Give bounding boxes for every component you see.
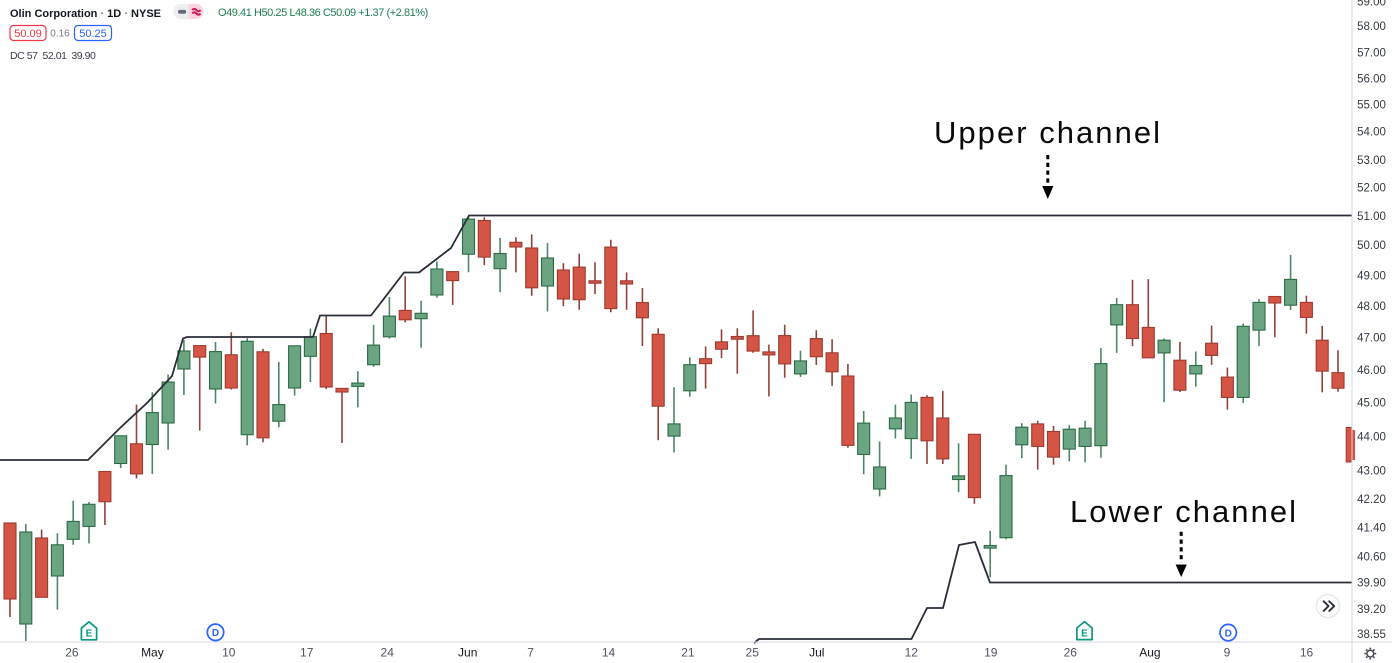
svg-text:51.00: 51.00: [1357, 211, 1386, 223]
svg-text:45.00: 45.00: [1357, 398, 1386, 410]
svg-text:Olin Corporation · 1D · NYSE: Olin Corporation · 1D · NYSE: [10, 8, 161, 20]
svg-text:44.00: 44.00: [1357, 431, 1386, 443]
svg-text:DC 57 52.01 39.90: DC 57 52.01 39.90: [10, 50, 96, 62]
svg-text:17: 17: [300, 646, 314, 660]
svg-text:41.40: 41.40: [1357, 522, 1386, 534]
svg-text:25: 25: [746, 646, 760, 660]
svg-text:59.00: 59.00: [1357, 0, 1386, 9]
svg-text:58.00: 58.00: [1357, 21, 1386, 33]
svg-text:52.00: 52.00: [1357, 183, 1386, 195]
svg-text:D: D: [1225, 628, 1232, 639]
svg-text:46.00: 46.00: [1357, 365, 1386, 377]
svg-text:Upper channel: Upper channel: [934, 115, 1160, 150]
svg-text:O49.41 H50.25 L48.36 C50.09 +1: O49.41 H50.25 L48.36 C50.09 +1.37 (+2.81…: [218, 7, 428, 19]
svg-text:48.00: 48.00: [1357, 301, 1386, 313]
svg-text:E: E: [86, 629, 93, 640]
svg-text:55.00: 55.00: [1357, 100, 1386, 112]
svg-text:50.25: 50.25: [79, 28, 107, 40]
svg-text:47.00: 47.00: [1357, 333, 1386, 345]
svg-text:49.00: 49.00: [1357, 270, 1386, 282]
svg-text:7: 7: [527, 646, 534, 660]
svg-text:Jun: Jun: [458, 646, 477, 660]
svg-text:24: 24: [381, 646, 395, 660]
svg-text:21: 21: [681, 646, 695, 660]
svg-text:E: E: [1081, 628, 1088, 639]
svg-text:42.20: 42.20: [1357, 494, 1386, 506]
svg-text:May: May: [141, 646, 164, 660]
svg-text:53.00: 53.00: [1357, 155, 1386, 167]
svg-text:38.55: 38.55: [1357, 629, 1386, 641]
svg-text:16: 16: [1300, 646, 1314, 660]
svg-text:39.20: 39.20: [1357, 604, 1386, 616]
svg-text:10: 10: [222, 646, 236, 660]
svg-text:Lower channel: Lower channel: [1070, 494, 1296, 529]
svg-text:9: 9: [1224, 646, 1231, 660]
svg-text:43.00: 43.00: [1357, 466, 1386, 478]
svg-text:D: D: [212, 628, 219, 639]
svg-text:40.60: 40.60: [1357, 552, 1386, 564]
svg-text:19: 19: [984, 646, 998, 660]
svg-text:12: 12: [905, 646, 919, 660]
svg-text:56.00: 56.00: [1357, 73, 1386, 85]
svg-text:0.16: 0.16: [50, 29, 70, 40]
svg-text:50.09: 50.09: [14, 28, 42, 40]
svg-text:26: 26: [1064, 646, 1078, 660]
svg-text:57.00: 57.00: [1357, 48, 1386, 60]
svg-text:39.90: 39.90: [1357, 578, 1386, 590]
svg-text:Jul: Jul: [809, 646, 824, 660]
svg-text:54.00: 54.00: [1357, 127, 1386, 139]
svg-text:26: 26: [65, 646, 79, 660]
svg-text:Aug: Aug: [1139, 646, 1160, 660]
svg-text:14: 14: [602, 646, 616, 660]
svg-text:50.00: 50.00: [1357, 240, 1386, 252]
